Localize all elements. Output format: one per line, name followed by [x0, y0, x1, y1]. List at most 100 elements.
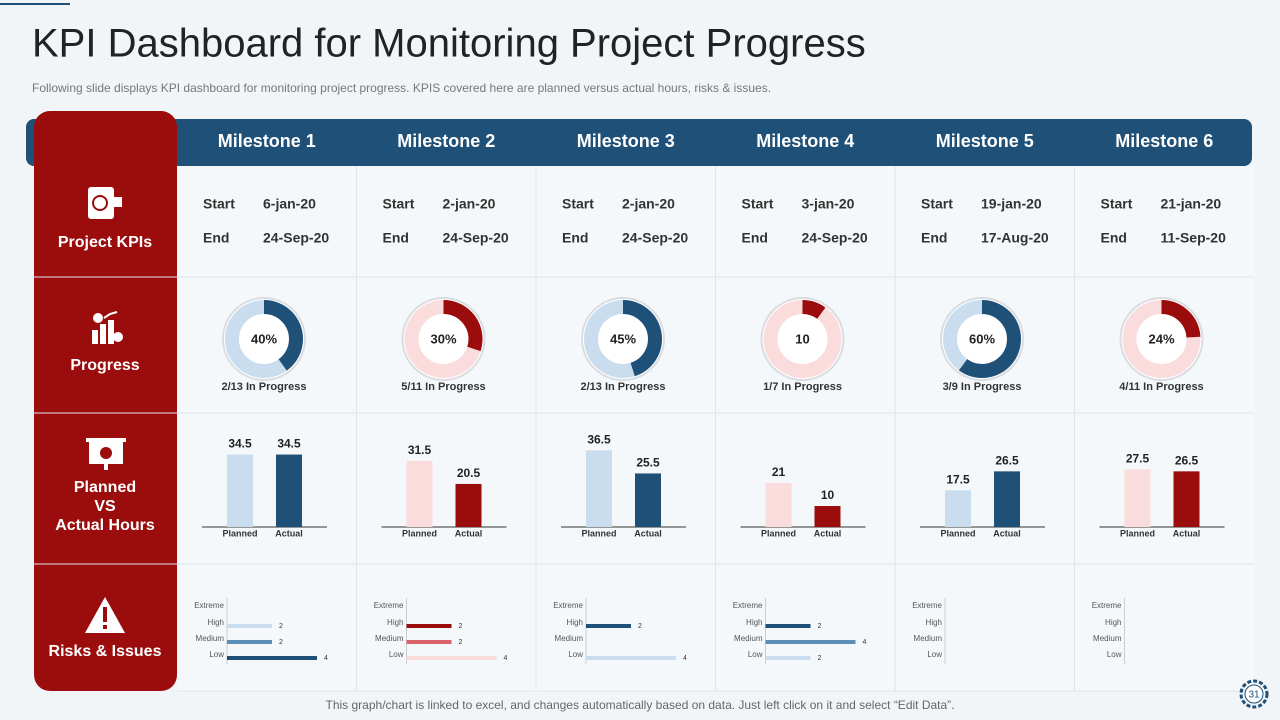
milestone-name: Milestone 3	[577, 131, 675, 151]
progress-text: 1/7 In Progress	[763, 381, 842, 393]
risk-level: High	[567, 618, 583, 627]
milestone-name: Milestone 1	[218, 131, 316, 151]
milestone-name: Milestone 2	[397, 131, 495, 151]
donut-label: 45%	[610, 331, 636, 346]
end-label: End	[742, 230, 768, 246]
risk-bar	[586, 656, 676, 660]
header-bar	[26, 119, 1252, 166]
risk-level: High	[746, 618, 762, 627]
row-label: VS	[94, 498, 116, 515]
row-label-column	[34, 111, 177, 691]
hours-value: 31.5	[408, 443, 432, 457]
progress-icon	[92, 311, 123, 344]
hours-bar	[1124, 469, 1151, 527]
milestone-name: Milestone 4	[756, 131, 854, 151]
hours-value: 10	[821, 488, 835, 502]
risk-level: High	[387, 618, 403, 627]
bar-label: Planned	[1120, 528, 1155, 538]
start-label: Start	[562, 196, 594, 212]
hours-bar	[994, 471, 1020, 527]
start-label: Start	[1101, 196, 1133, 212]
start-date: 2-jan-20	[622, 196, 675, 212]
hours-value: 21	[772, 465, 786, 479]
risk-level: Extreme	[1092, 601, 1122, 610]
hours-value: 36.5	[587, 433, 611, 447]
bar-label: Planned	[402, 528, 437, 538]
donut-value	[943, 300, 1021, 378]
hours-bar	[227, 454, 253, 527]
donut-label: 30%	[430, 331, 456, 346]
risk-bar	[227, 656, 317, 660]
risk-value: 2	[279, 639, 283, 646]
kpi-icon	[88, 187, 122, 219]
title: KPI Dashboard for Monitoring Project Pro…	[32, 22, 866, 66]
start-date: 2-jan-20	[443, 196, 496, 212]
hours-value: 26.5	[995, 454, 1019, 468]
risk-level: Extreme	[374, 601, 404, 610]
bar-label: Planned	[581, 528, 616, 538]
start-label: Start	[383, 196, 415, 212]
progress-text: 3/9 In Progress	[943, 381, 1022, 393]
hours-value: 34.5	[277, 437, 301, 451]
risk-level: Low	[1107, 650, 1122, 659]
risk-bar	[765, 640, 856, 644]
risk-level: Medium	[734, 634, 763, 643]
row-label: Planned	[74, 479, 136, 496]
risk-value: 2	[818, 655, 822, 662]
risk-bar	[765, 656, 811, 660]
risk-bar	[406, 656, 497, 660]
end-date: 24-Sep-20	[443, 230, 509, 246]
risk-level: Medium	[555, 634, 584, 643]
donut-value	[225, 300, 303, 378]
end-date: 11-Sep-20	[1161, 230, 1227, 246]
page-badge	[1239, 679, 1269, 709]
hours-bar	[814, 506, 841, 527]
risk-level: High	[926, 618, 942, 627]
risk-level: Extreme	[194, 601, 224, 610]
risk-level: Extreme	[733, 601, 763, 610]
hours-value: 20.5	[457, 466, 481, 480]
end-date: 24-Sep-20	[802, 230, 868, 246]
risk-level: Low	[568, 650, 583, 659]
risk-value: 2	[459, 639, 463, 646]
subtitle: Following slide displays KPI dashboard f…	[32, 81, 771, 95]
donut-value	[404, 300, 483, 378]
risk-level: High	[208, 618, 224, 627]
bar-label: Actual	[455, 528, 483, 538]
hours-value: 26.5	[1175, 454, 1199, 468]
end-label: End	[383, 230, 409, 246]
risk-bar	[227, 624, 272, 628]
donut-label: 10	[795, 331, 809, 346]
risk-value: 2	[638, 623, 642, 630]
milestone-name: Milestone 6	[1115, 131, 1213, 151]
donut-label: 60%	[969, 331, 995, 346]
end-label: End	[562, 230, 588, 246]
risk-value: 2	[279, 623, 283, 630]
risk-icon	[85, 597, 125, 633]
donut-value	[1122, 300, 1201, 378]
bar-label: Actual	[814, 528, 842, 538]
hours-bar	[635, 473, 661, 527]
risk-level: Low	[389, 650, 404, 659]
risk-level: Medium	[375, 634, 404, 643]
progress-text: 2/13 In Progress	[222, 381, 307, 393]
row-label: Risks & Issues	[49, 643, 162, 660]
hours-bar	[586, 450, 612, 527]
hours-value: 34.5	[228, 437, 252, 451]
end-label: End	[203, 230, 229, 246]
hours-value: 25.5	[636, 456, 660, 470]
risk-level: High	[1105, 618, 1121, 627]
footer-note: This graph/chart is linked to excel, and…	[326, 698, 955, 712]
start-date: 21-jan-20	[1161, 196, 1222, 212]
bar-label: Planned	[761, 528, 796, 538]
bar-label: Actual	[275, 528, 303, 538]
risk-level: Medium	[196, 634, 225, 643]
bar-label: Actual	[634, 528, 662, 538]
hours-bar	[1173, 471, 1200, 527]
start-date: 19-jan-20	[981, 196, 1042, 212]
progress-text: 2/13 In Progress	[581, 381, 666, 393]
row-label: Project KPIs	[58, 234, 152, 251]
hours-bar	[455, 483, 482, 527]
risk-level: Extreme	[553, 601, 583, 610]
